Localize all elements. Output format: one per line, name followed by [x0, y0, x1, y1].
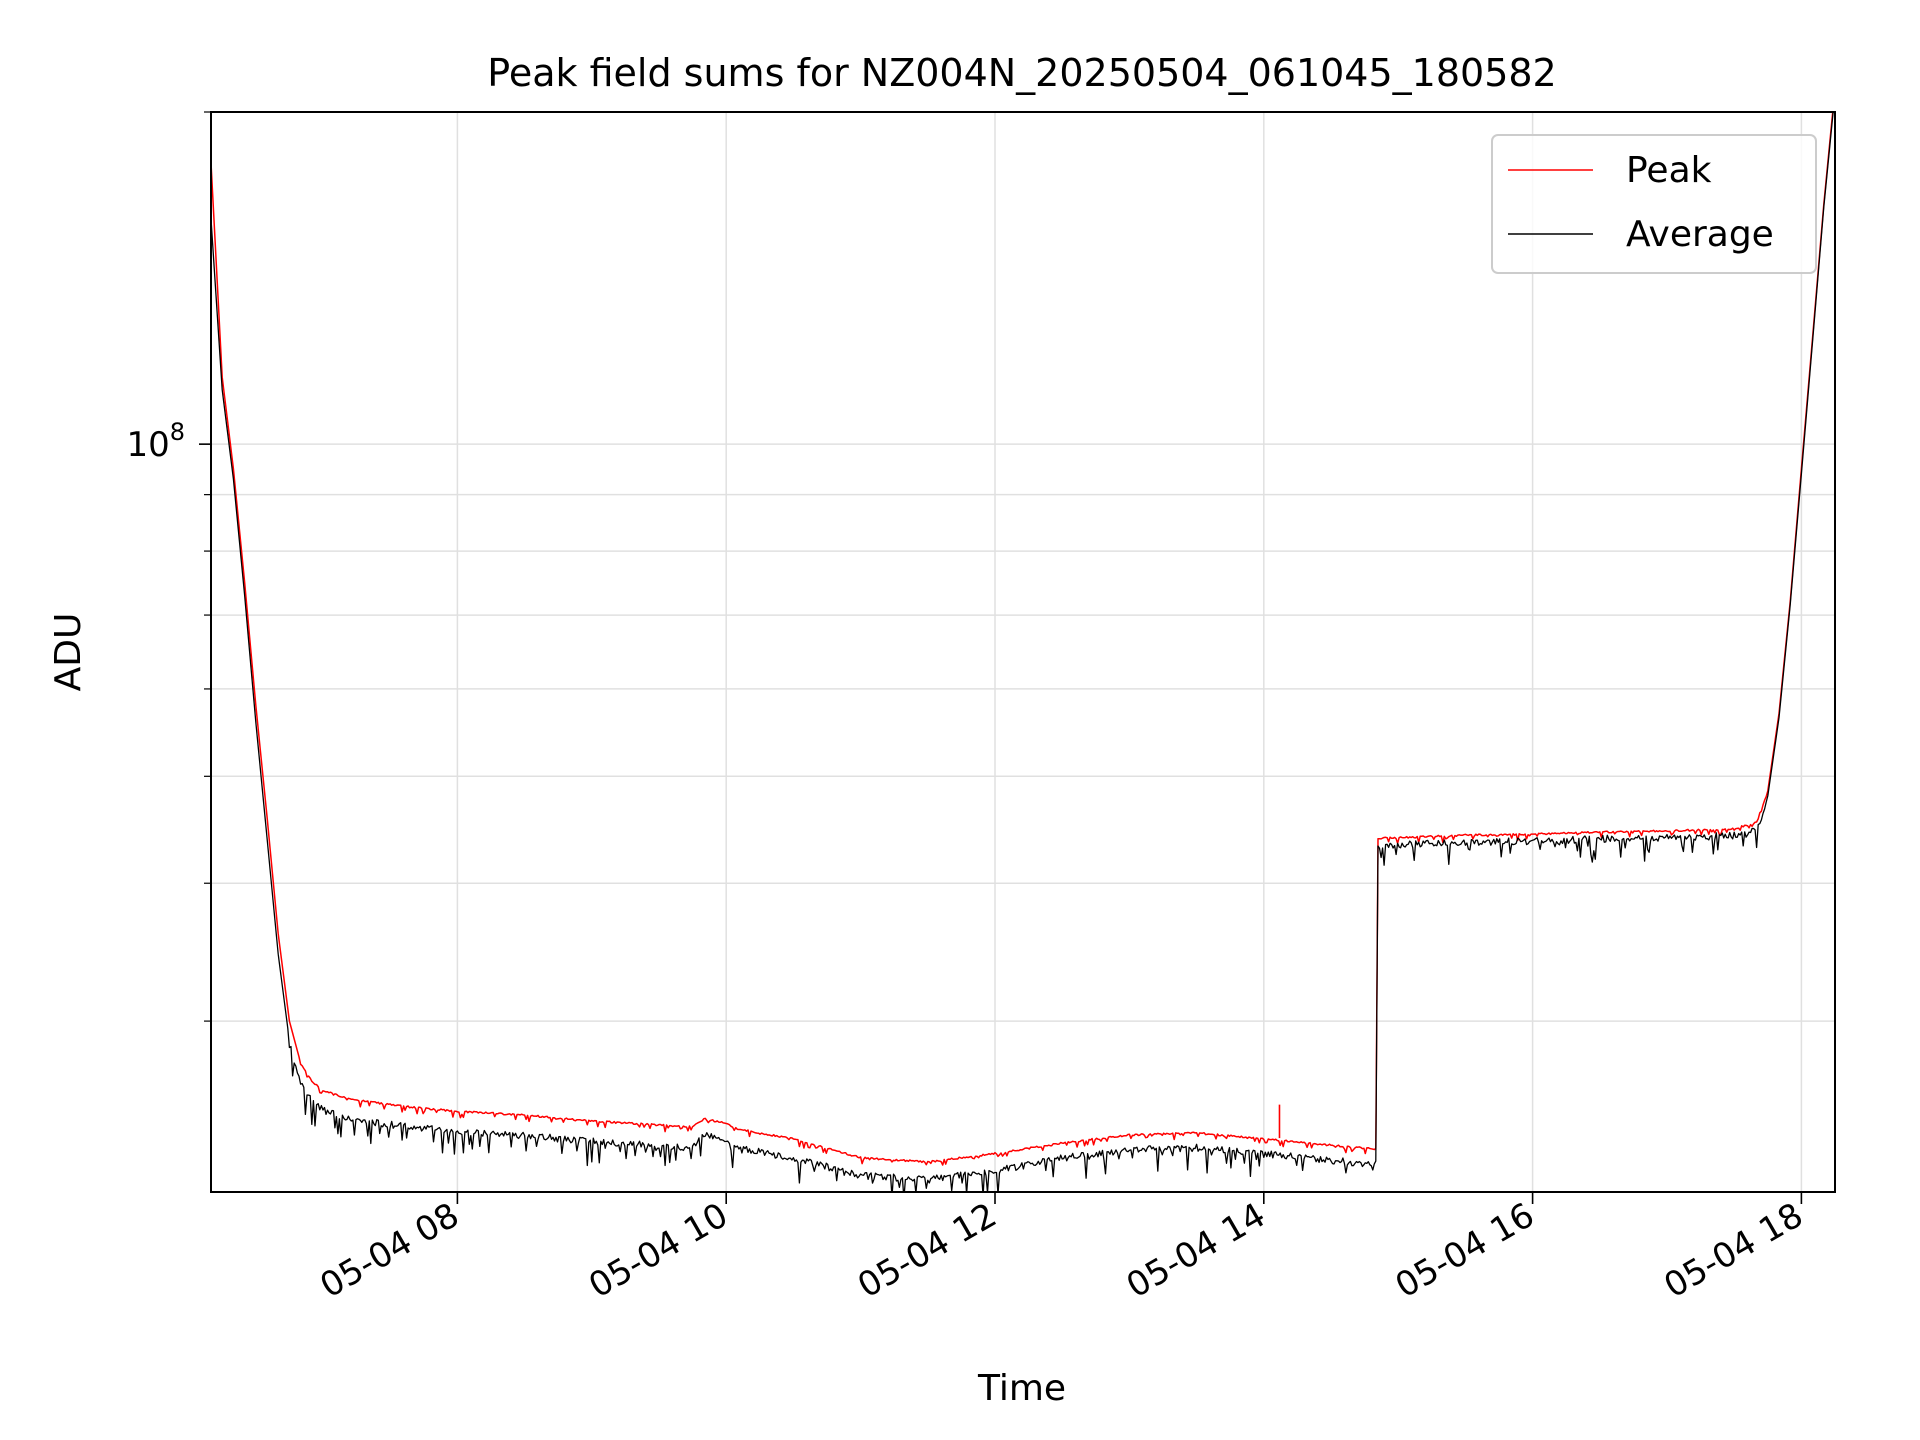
- legend-label-peak: Peak: [1626, 150, 1712, 191]
- legend: Peak Average: [1491, 134, 1817, 274]
- plot-frame: [210, 111, 1836, 1193]
- series-line-average: [211, 112, 1834, 1192]
- legend-label-average: Average: [1626, 214, 1774, 255]
- x-axis-label: Time: [977, 1368, 1066, 1409]
- series-line-peak: [211, 112, 1834, 1166]
- plot-series: [211, 112, 1834, 1192]
- chart-title: Peak field sums for NZ004N_20250504_0610…: [487, 51, 1556, 95]
- y-axis-label: ADU: [48, 613, 89, 692]
- y-axis-ticks: 108: [126, 111, 211, 1022]
- y-tick-label: 108: [126, 418, 185, 465]
